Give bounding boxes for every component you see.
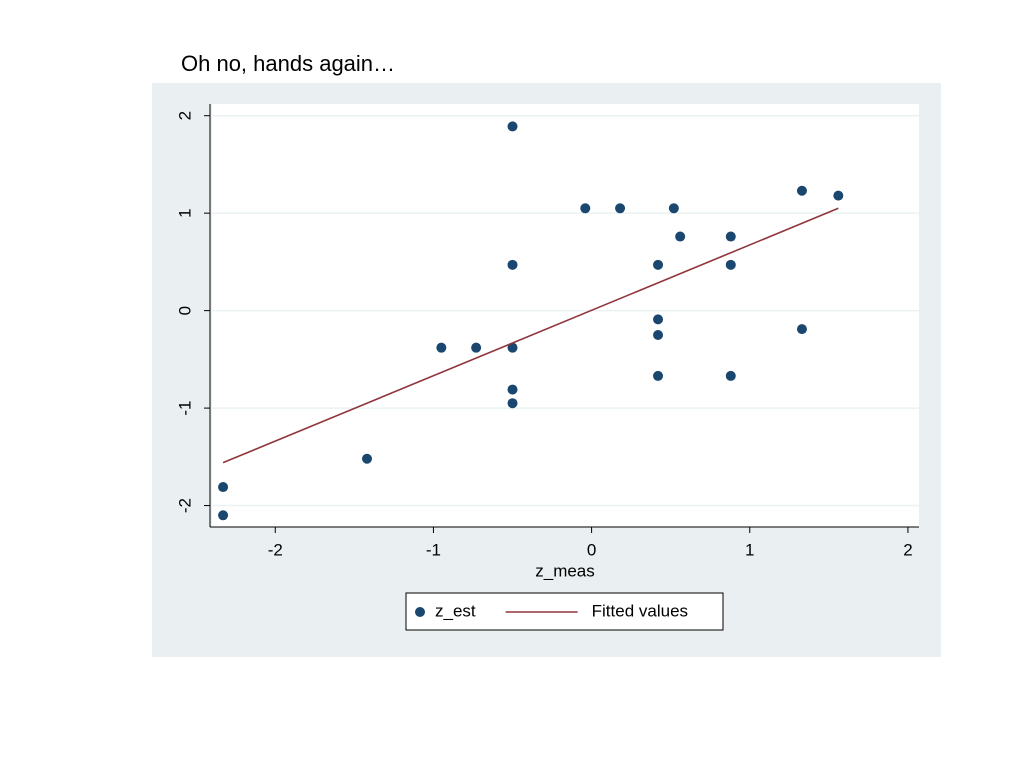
- y-tick-label: 1: [175, 208, 194, 217]
- y-tick-label: -1: [175, 401, 194, 416]
- x-tick-label: 1: [745, 540, 754, 559]
- point: [675, 231, 686, 242]
- point: [653, 259, 664, 270]
- point: [436, 342, 447, 353]
- point: [725, 231, 736, 242]
- plot-region: [212, 104, 919, 527]
- x-axis-label: z_meas: [535, 561, 595, 580]
- point: [653, 329, 664, 340]
- point: [725, 259, 736, 270]
- point: [507, 259, 518, 270]
- x-tick-label: 0: [587, 540, 596, 559]
- x-tick-label: -2: [268, 540, 283, 559]
- y-tick-label: -2: [175, 498, 194, 513]
- point: [507, 342, 518, 353]
- point: [507, 121, 518, 132]
- legend-label: z_est: [435, 601, 476, 620]
- point: [796, 324, 807, 335]
- legend-label: Fitted values: [592, 601, 688, 620]
- point: [668, 203, 679, 214]
- y-tick-label: 0: [175, 306, 194, 315]
- point: [796, 185, 807, 196]
- x-tick-label: 2: [903, 540, 912, 559]
- y-tick-label: 2: [175, 111, 194, 120]
- point: [580, 203, 591, 214]
- point: [725, 370, 736, 381]
- point: [362, 453, 373, 464]
- fit-line: [222, 207, 839, 464]
- point: [507, 384, 518, 395]
- point: [653, 370, 664, 381]
- point: [615, 203, 626, 214]
- point: [653, 314, 664, 325]
- point: [218, 510, 229, 521]
- point: [507, 398, 518, 409]
- point: [218, 482, 229, 493]
- x-tick-label: -1: [426, 540, 441, 559]
- point: [471, 342, 482, 353]
- legend-marker: [415, 607, 425, 617]
- point: [833, 190, 844, 201]
- chart-title: Oh no, hands again…: [181, 51, 395, 76]
